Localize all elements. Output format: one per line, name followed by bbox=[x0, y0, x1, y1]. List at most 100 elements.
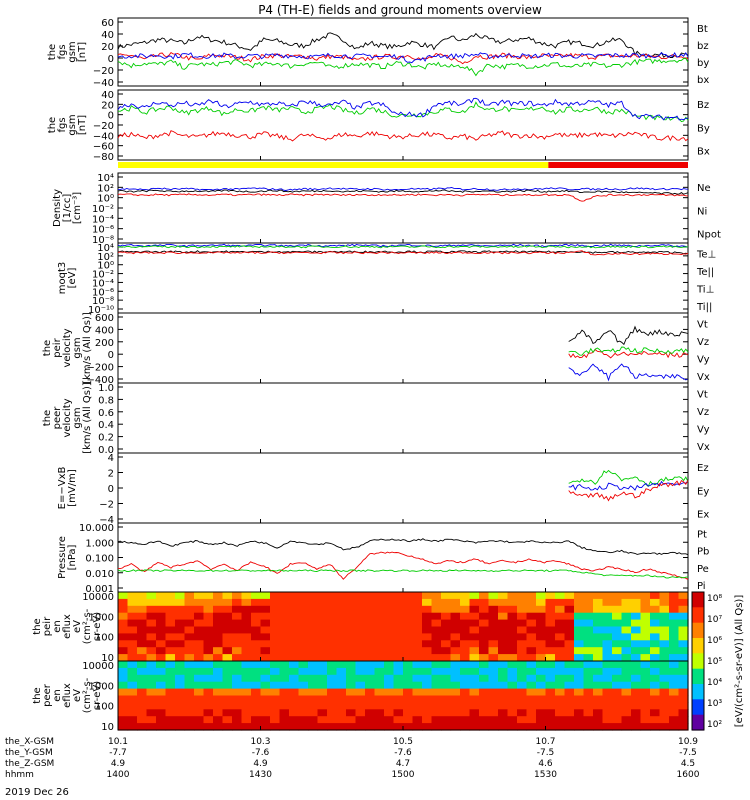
heatmap-cell bbox=[631, 702, 642, 710]
heatmap-cell bbox=[460, 640, 471, 648]
legend-entry: Pe bbox=[697, 564, 709, 575]
heatmap-cell bbox=[289, 716, 300, 724]
heatmap-cell bbox=[659, 661, 670, 669]
heatmap-cell bbox=[507, 633, 518, 641]
heatmap-cell bbox=[317, 640, 328, 648]
heatmap-cell bbox=[127, 612, 138, 621]
heatmap-cell bbox=[450, 633, 461, 641]
y-tick-label: 10⁴ bbox=[97, 243, 114, 254]
y-tick-label: 10⁻² bbox=[92, 204, 114, 215]
colorbar-tick-label: 10⁴ bbox=[707, 678, 722, 688]
heatmap-cell bbox=[194, 688, 205, 697]
heatmap-cell bbox=[555, 605, 566, 614]
heatmap-cell bbox=[365, 681, 376, 690]
heatmap-cell bbox=[374, 674, 385, 683]
heatmap-cell bbox=[298, 661, 309, 669]
heatmap-cell bbox=[422, 667, 433, 676]
y-tick-label: 10⁻¹⁰ bbox=[88, 305, 114, 316]
heatmap-cell bbox=[621, 654, 632, 662]
heatmap-cell bbox=[118, 592, 129, 600]
heatmap-cell bbox=[241, 688, 252, 697]
heatmap-cell bbox=[460, 674, 471, 683]
heatmap-cell bbox=[232, 667, 243, 676]
heatmap-cell bbox=[650, 661, 661, 669]
heatmap-cell bbox=[621, 702, 632, 710]
heatmap-cell bbox=[222, 654, 233, 662]
heatmap-cell bbox=[479, 592, 490, 600]
heatmap-cell bbox=[355, 626, 366, 634]
y-axis-label-line: [km/s (All Qs)] bbox=[82, 312, 93, 384]
heatmap-cell bbox=[260, 702, 271, 710]
heatmap-cell bbox=[336, 598, 347, 607]
heatmap-cell bbox=[612, 598, 623, 607]
y-axis-label-line: fgs bbox=[57, 117, 68, 132]
orbit-tick-label: 10.5 bbox=[393, 737, 413, 747]
heatmap-cell bbox=[384, 702, 395, 710]
heatmap-cell bbox=[469, 716, 480, 724]
heatmap-cell bbox=[308, 647, 319, 655]
heatmap-cell bbox=[545, 681, 556, 690]
heatmap-cell bbox=[317, 647, 328, 655]
y-tick-label: 1.0 bbox=[98, 383, 114, 394]
heatmap-cell bbox=[517, 633, 528, 641]
heatmap-cell bbox=[621, 661, 632, 669]
heatmap-cell bbox=[564, 688, 575, 697]
heatmap-cell bbox=[184, 723, 195, 731]
heatmap-cell bbox=[640, 640, 651, 648]
heatmap-cell bbox=[365, 619, 376, 628]
heatmap-cell bbox=[526, 695, 537, 703]
heatmap-cell bbox=[127, 674, 138, 683]
heatmap-cell bbox=[137, 667, 148, 676]
heatmap-cell bbox=[669, 626, 680, 634]
heatmap-cell bbox=[355, 619, 366, 628]
heatmap-cell bbox=[165, 633, 176, 641]
heatmap-cell bbox=[270, 695, 281, 703]
heatmap-cell bbox=[669, 612, 680, 621]
heatmap-cell bbox=[203, 612, 214, 621]
heatmap-cell bbox=[146, 592, 157, 600]
heatmap-cell bbox=[327, 647, 338, 655]
heatmap-cell bbox=[213, 654, 224, 662]
heatmap-cell bbox=[289, 661, 300, 669]
y-axis-label-line: velocity bbox=[62, 328, 73, 367]
mode-bar-survey bbox=[118, 162, 549, 168]
heatmap-cell bbox=[175, 723, 186, 731]
heatmap-cell bbox=[412, 612, 423, 621]
heatmap-cell bbox=[336, 723, 347, 731]
heatmap-cell bbox=[583, 667, 594, 676]
heatmap-cell bbox=[469, 598, 480, 607]
y-tick-label: 10 bbox=[101, 722, 114, 733]
heatmap-cell bbox=[593, 709, 604, 717]
heatmap-cell bbox=[669, 633, 680, 641]
heatmap-cell bbox=[317, 654, 328, 662]
heatmap-cell bbox=[441, 661, 452, 669]
heatmap-cell bbox=[431, 640, 442, 648]
legend-entry: Vx bbox=[697, 372, 710, 383]
heatmap-cell bbox=[213, 709, 224, 717]
heatmap-cell bbox=[156, 626, 167, 634]
heatmap-cell bbox=[279, 681, 290, 690]
heatmap-cell bbox=[631, 654, 642, 662]
heatmap-cell bbox=[393, 598, 404, 607]
heatmap-cell bbox=[555, 654, 566, 662]
heatmap-cell bbox=[612, 709, 623, 717]
heatmap-cell bbox=[175, 661, 186, 669]
heatmap-cell bbox=[640, 723, 651, 731]
heatmap-cell bbox=[203, 605, 214, 614]
heatmap-cell bbox=[469, 695, 480, 703]
heatmap-cell bbox=[165, 626, 176, 634]
heatmap-cell bbox=[517, 612, 528, 621]
heatmap-cell bbox=[213, 626, 224, 634]
heatmap-cell bbox=[526, 716, 537, 724]
heatmap-cell bbox=[279, 592, 290, 600]
heatmap-cell bbox=[545, 640, 556, 648]
y-axis-label-line: velocity bbox=[62, 398, 73, 437]
heatmap-cell bbox=[393, 702, 404, 710]
y-tick-label: 10000 bbox=[82, 661, 114, 672]
heatmap-cell bbox=[270, 640, 281, 648]
orbit-tick-label: -7.6 bbox=[252, 748, 270, 758]
heatmap-cell bbox=[422, 654, 433, 662]
heatmap-cell bbox=[308, 612, 319, 621]
heatmap-cell bbox=[308, 640, 319, 648]
heatmap-cell bbox=[327, 723, 338, 731]
